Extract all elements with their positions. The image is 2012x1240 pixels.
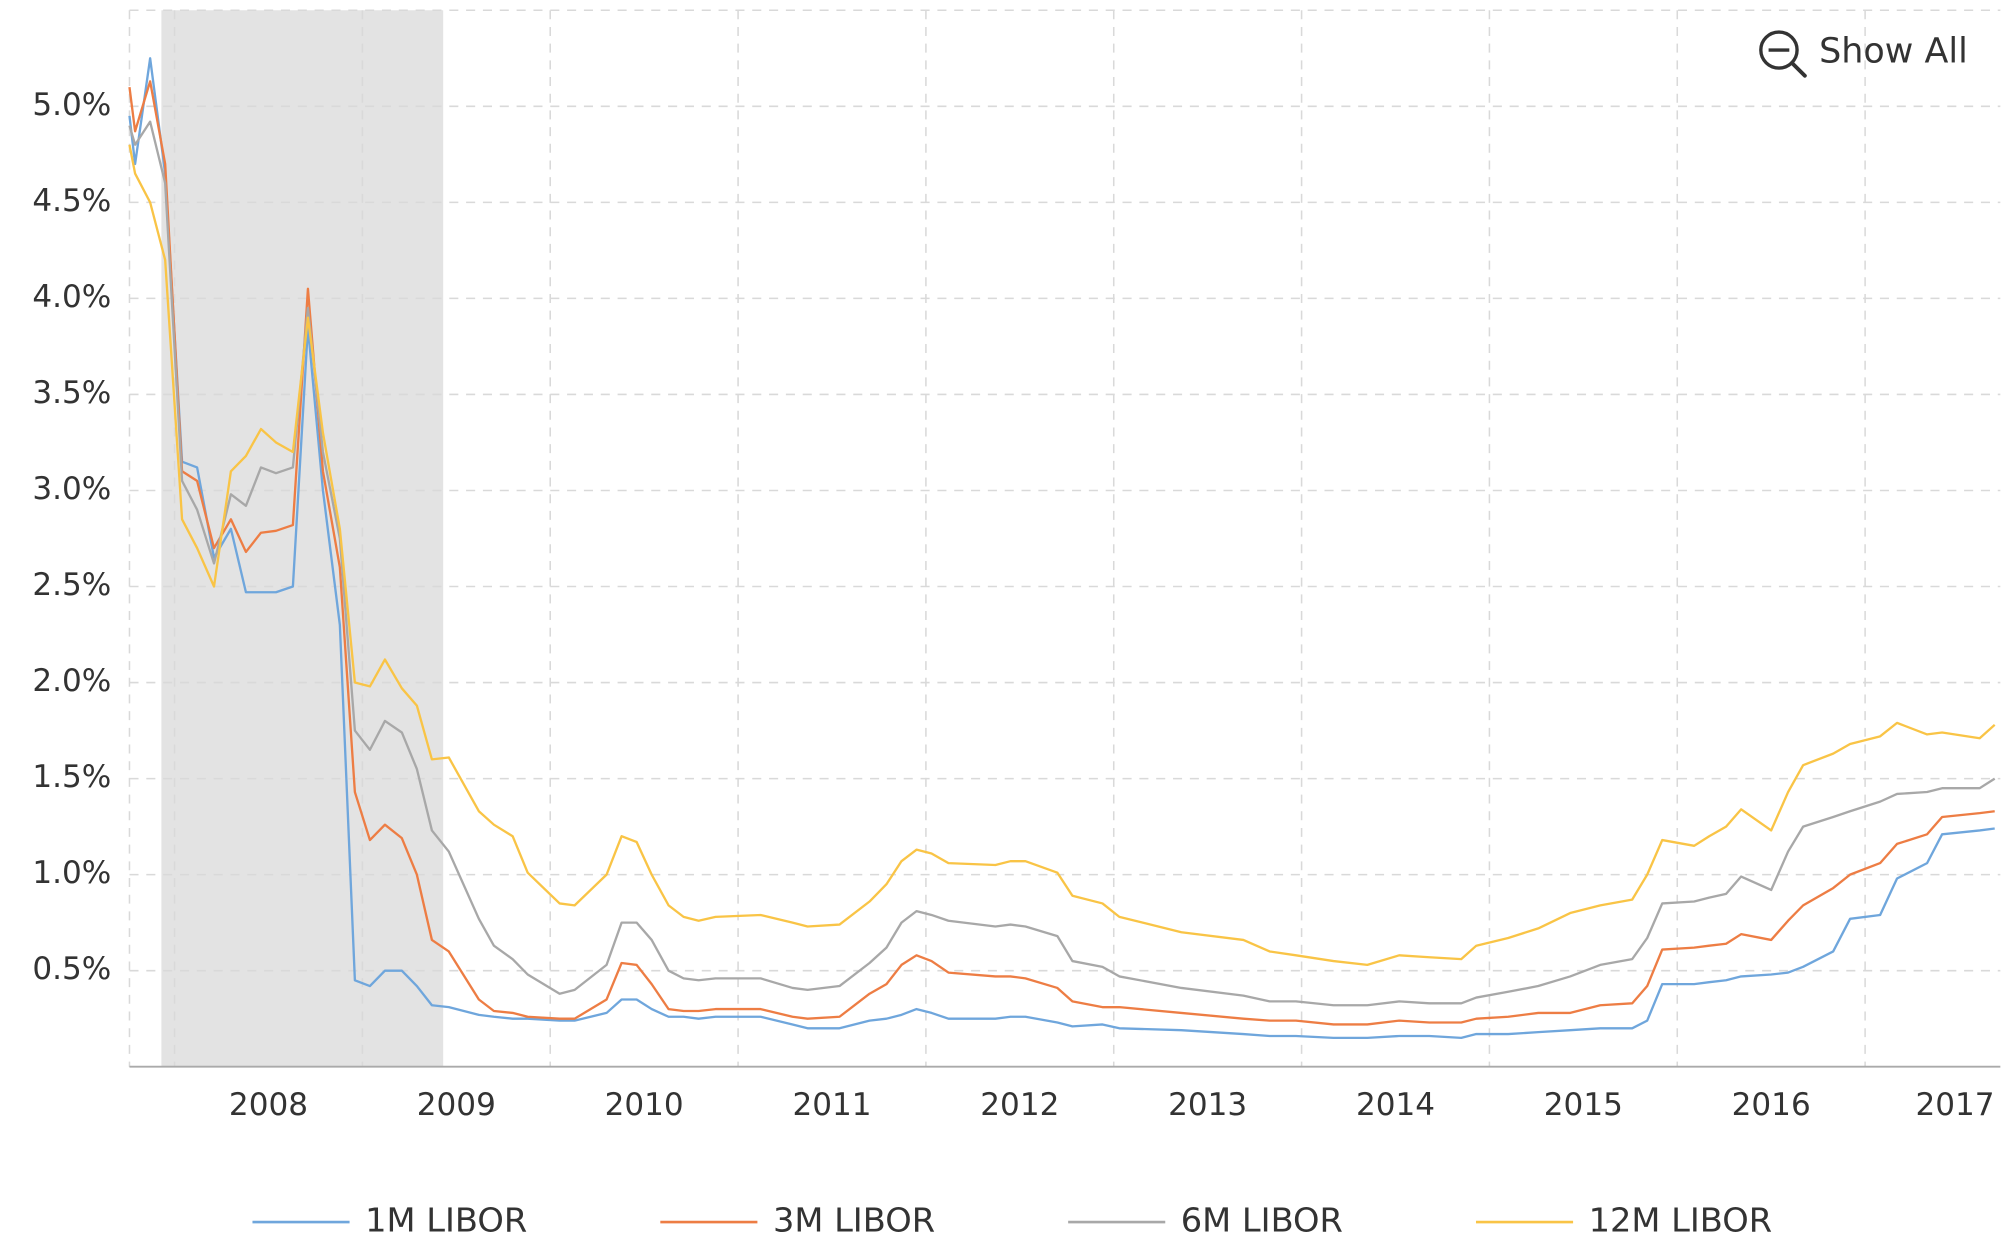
legend-label: 6M LIBOR: [1181, 1201, 1343, 1240]
y-tick-label: 2.0%: [32, 663, 111, 699]
legend-label: 1M LIBOR: [365, 1201, 527, 1240]
shaded-region: [161, 10, 444, 1067]
x-tick-label: 2012: [980, 1087, 1059, 1123]
series-line: [128, 80, 1995, 1026]
y-tick-label: 3.5%: [32, 375, 111, 411]
y-tick-label: 0.5%: [32, 951, 111, 987]
x-tick-label: 2017: [1915, 1087, 1994, 1123]
y-tick-label: 3.0%: [32, 471, 111, 507]
x-tick-label: 2016: [1732, 1087, 1811, 1123]
button-label[interactable]: Show All: [1819, 32, 1968, 72]
x-tick-label: 2009: [417, 1087, 496, 1123]
y-tick-label: 4.5%: [32, 183, 111, 219]
y-tick-label: 1.0%: [32, 855, 111, 891]
x-tick-label: 2010: [605, 1087, 684, 1123]
series-line: [128, 57, 1995, 1040]
legend-label: 12M LIBOR: [1589, 1201, 1773, 1240]
legend-label: 3M LIBOR: [773, 1201, 935, 1240]
y-tick-label: 5.0%: [32, 87, 111, 123]
x-tick-label: 2015: [1544, 1087, 1623, 1123]
y-tick-label: 2.5%: [32, 567, 111, 603]
show-all-button[interactable]: Show All: [1759, 30, 1968, 78]
y-tick-label: 1.5%: [32, 759, 111, 795]
zoom-icon: [1759, 30, 1799, 70]
zoom-icon-handle: [1789, 60, 1807, 78]
x-tick-label: 2008: [229, 1087, 308, 1123]
x-tick-label: 2014: [1356, 1087, 1435, 1123]
y-tick-label: 4.0%: [32, 279, 111, 315]
x-tick-label: 2011: [792, 1087, 871, 1123]
x-tick-label: 2013: [1168, 1087, 1247, 1123]
series-line: [128, 144, 1996, 967]
